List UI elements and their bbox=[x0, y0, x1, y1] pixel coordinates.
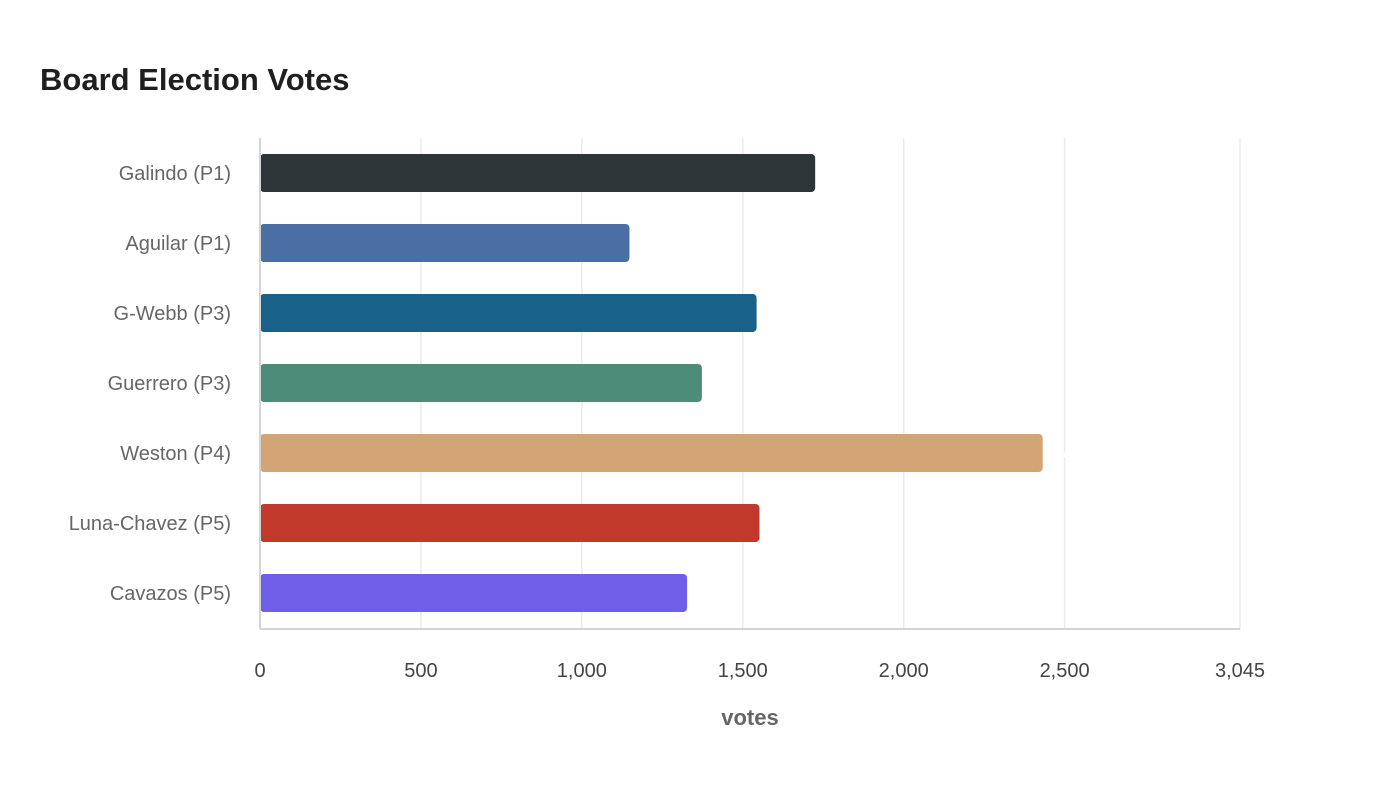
x-tick-label: 2,500 bbox=[1040, 660, 1090, 682]
x-tick-label: 500 bbox=[404, 660, 437, 682]
labels: 0 500 1,000 1,500 2,000 2,500 3,045 Galindo (P1… bbox=[69, 163, 1265, 682]
bar bbox=[260, 224, 630, 262]
bar bbox=[260, 154, 816, 192]
bar-value-label: 1,552 bbox=[763, 514, 811, 535]
bar bbox=[260, 434, 1043, 472]
x-tick-label: 1,500 bbox=[718, 660, 768, 682]
y-category-label: Cavazos (P5) bbox=[110, 583, 231, 605]
y-category-label: Weston (P4) bbox=[120, 443, 231, 465]
x-axis-title: votes bbox=[721, 705, 778, 730]
bar bbox=[260, 364, 702, 402]
bar bbox=[260, 294, 757, 332]
bar-value-label: 1,725 bbox=[819, 164, 867, 185]
y-category-label: Luna-Chavez (P5) bbox=[69, 513, 231, 535]
y-category-label: G-Webb (P3) bbox=[114, 303, 231, 325]
bar bbox=[260, 574, 688, 612]
x-tick-label: 2,000 bbox=[879, 660, 929, 682]
y-category-label: Guerrero (P3) bbox=[108, 373, 231, 395]
bar-value-label: 1,327 bbox=[691, 584, 739, 605]
bar-value-label: 2,432 bbox=[1047, 444, 1095, 465]
bars bbox=[260, 154, 1043, 612]
x-tick-label: 1,000 bbox=[557, 660, 607, 682]
bar-value-label: 1,373 bbox=[706, 374, 754, 395]
y-category-label: Aguilar (P1) bbox=[125, 233, 231, 255]
bar-value-label: 1,148 bbox=[633, 234, 681, 255]
y-category-label: Galindo (P1) bbox=[119, 163, 231, 185]
axes bbox=[259, 138, 1240, 630]
bar bbox=[260, 504, 760, 542]
x-tick-label: 0 bbox=[254, 660, 265, 682]
chart-title: Board Election Votes bbox=[40, 62, 350, 97]
x-tick-label: 3,045 bbox=[1215, 660, 1265, 682]
bar-value-label: 1,543 bbox=[761, 304, 809, 325]
